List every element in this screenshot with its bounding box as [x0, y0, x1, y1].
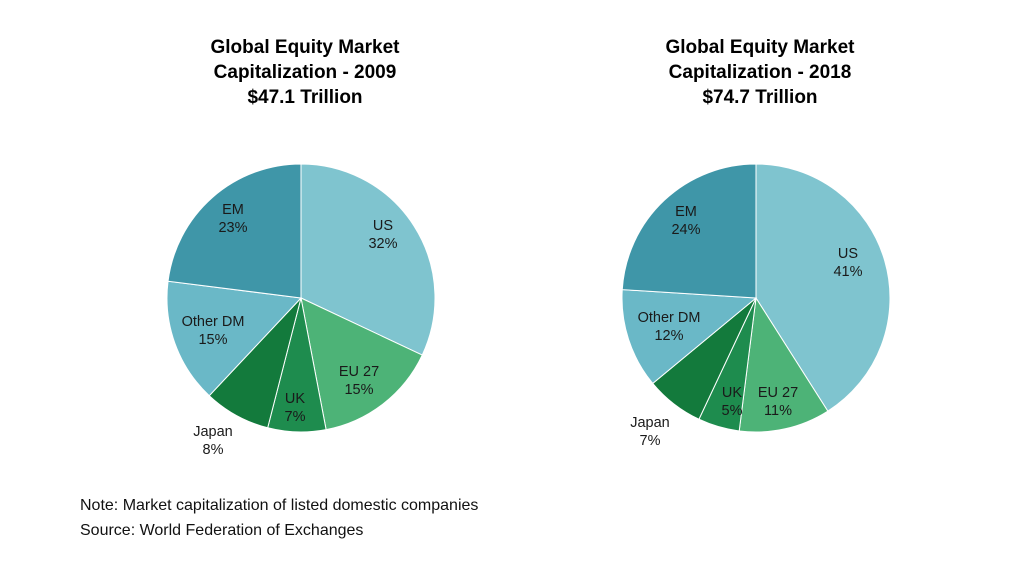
pie-2018-label-japan: Japan 7%	[630, 415, 670, 449]
title-line: Global Equity Market	[210, 37, 400, 58]
pie-2018-label-em: EM 24%	[671, 204, 700, 238]
pie-2009-slice-em	[167, 163, 302, 299]
pie-2018-label-other-dm: Other DM 12%	[638, 310, 701, 344]
pie-2009-label-em: EM 23%	[218, 202, 247, 236]
chart-title-2018: Global Equity Market Capitalization - 20…	[590, 35, 930, 110]
pie-2009-label-other-dm: Other DM 15%	[182, 314, 245, 348]
pie-2018-label-uk: UK 5%	[722, 385, 743, 419]
pie-2009-slice-us	[300, 163, 436, 356]
pie-2009-slice-eu-27	[300, 297, 423, 431]
pie-2009-label-eu-27: EU 27 15%	[339, 364, 379, 398]
footnote-note: Note: Market capitalization of listed do…	[80, 497, 479, 514]
title-line: Capitalization - 2009	[213, 62, 397, 83]
pie-2018-label-us: US 41%	[833, 246, 862, 280]
pie-2009-slice-other-dm	[166, 280, 303, 397]
title-line: Capitalization - 2018	[668, 62, 852, 83]
pie-2009-label-us: US 32%	[368, 218, 397, 252]
pie-2018-slice-other-dm	[621, 289, 758, 385]
pie-2018: US 41% EU 27 11% UK 5% Japan 7% Other DM 12% EM 24%	[621, 163, 891, 449]
title-line: $47.1 Trillion	[247, 87, 363, 108]
pie-2018-slice-em	[621, 163, 757, 299]
pie-2009-label-uk: UK 7%	[285, 391, 306, 425]
chart-title-2009: Global Equity Market Capitalization - 20…	[135, 35, 475, 110]
pie-2009: US 32% EU 27 15% UK 7% Japan 8% Other DM 15% EM 23%	[166, 163, 436, 458]
footnote-source: Source: World Federation of Exchanges	[80, 522, 364, 539]
pie-2009-label-japan: Japan 8%	[193, 424, 233, 458]
pie-2018-slice-eu-27	[738, 296, 829, 433]
pie-2018-label-eu-27: EU 27 11%	[758, 385, 798, 419]
title-line: Global Equity Market	[665, 37, 855, 58]
pie-2018-slice-us	[755, 163, 891, 412]
title-line: $74.7 Trillion	[702, 87, 818, 108]
